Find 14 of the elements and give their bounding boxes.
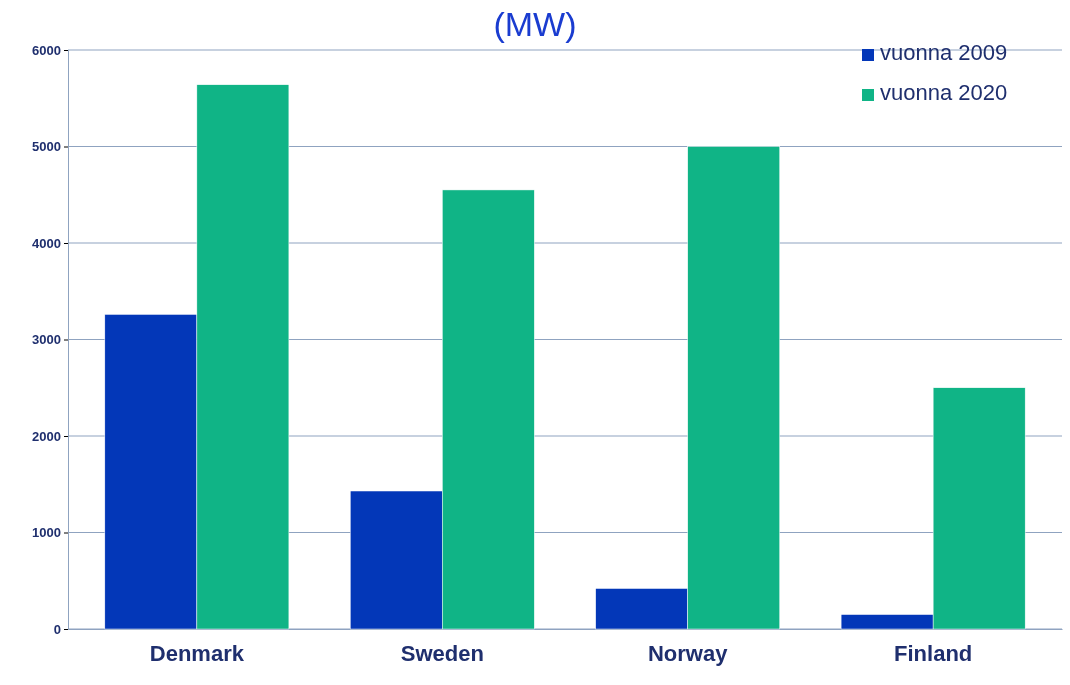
x-tick-label: Denmark — [149, 640, 245, 666]
x-tick-label: Sweden — [400, 640, 484, 666]
legend-label: vuonna 2009 — [880, 40, 1008, 65]
legend-label: vuonna 2020 — [880, 80, 1008, 105]
y-tick-label: 4000 — [32, 235, 61, 251]
x-tick-label: Norway — [647, 640, 729, 666]
y-tick-label: 5000 — [32, 139, 61, 155]
y-tick-label: 3000 — [32, 332, 61, 348]
y-tick-label: 1000 — [32, 525, 61, 541]
y-tick-label: 0 — [53, 621, 61, 637]
x-tick-label: Finland — [894, 640, 973, 666]
chart-title: (MW) — [493, 5, 577, 43]
y-tick-label: 2000 — [32, 428, 61, 444]
y-tick-label: 6000 — [32, 42, 61, 58]
